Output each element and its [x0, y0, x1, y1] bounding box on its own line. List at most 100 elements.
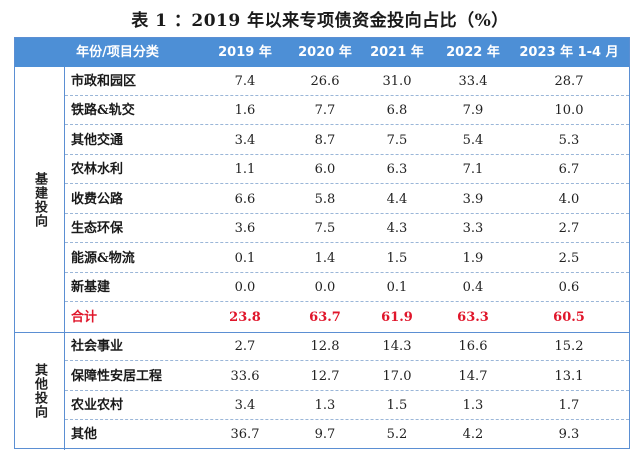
cell-value: 1.9	[462, 250, 484, 266]
cell-value: 33.4	[458, 74, 488, 89]
cell-value: 6.6	[234, 191, 256, 207]
row-category-name: 其他	[71, 427, 98, 443]
table-row: 社会事业 2.7 12.8 14.3 16.6 15.2	[65, 332, 629, 362]
cell-value: 0.4	[462, 280, 484, 296]
header-year-2021: 2021 年	[370, 45, 424, 60]
row-category-name: 农林水利	[71, 162, 124, 178]
cell-value: 1.4	[314, 250, 336, 266]
table-row: 收费公路 6.6 5.8 4.4 3.9 4.0	[65, 185, 629, 214]
header-year-2022: 2022 年	[446, 45, 500, 60]
cell-value: 5.2	[386, 427, 408, 443]
cell-value: 4.4	[386, 191, 408, 207]
group-divider-vertical	[64, 67, 65, 333]
cell-value: 1.7	[558, 397, 580, 413]
table-row: 市政和园区 7.4 26.6 31.0 33.4 28.7	[65, 67, 629, 96]
table-header: 年份/项目分类 2019 年 2020 年 2021 年 2022 年 2023…	[15, 38, 629, 67]
cell-value: 13.1	[554, 368, 584, 384]
cell-value: 3.9	[462, 191, 484, 207]
row-category-name: 新基建	[71, 280, 111, 296]
cell-value: 17.0	[382, 368, 412, 384]
cell-value: 6.8	[386, 103, 408, 119]
cell-value: 4.0	[558, 191, 580, 207]
cell-value: 10.0	[554, 103, 584, 119]
table-row: 其他 36.7 9.7 5.2 4.2 9.3	[65, 420, 629, 449]
cell-value: 1.5	[386, 250, 408, 266]
table-row: 农业农村 3.4 1.3 1.5 1.3 1.7	[65, 391, 629, 420]
group-label-other: 其他投向	[32, 362, 47, 419]
table-row: 铁路&轨交 1.6 7.7 6.8 7.9 10.0	[65, 96, 629, 126]
header-year-2023: 2023 年 1-4 月	[519, 45, 619, 60]
cell-value: 7.7	[314, 103, 336, 119]
cell-value: 33.6	[230, 368, 260, 384]
row-category-name: 农业农村	[71, 397, 124, 413]
cell-value: 23.8	[229, 309, 261, 325]
header-year-2019: 2019 年	[218, 45, 272, 60]
cell-value: 5.8	[314, 191, 336, 207]
cell-value: 0.1	[234, 250, 256, 266]
cell-value: 28.7	[554, 74, 584, 89]
group-divider-vertical	[64, 332, 65, 450]
cell-value: 9.3	[558, 427, 580, 443]
cell-value: 7.1	[462, 162, 484, 178]
cell-value: 2.5	[558, 250, 580, 266]
cell-value: 5.4	[462, 132, 484, 148]
cell-value: 1.5	[386, 397, 408, 413]
table-row: 农林水利 1.1 6.0 6.3 7.1 6.7	[65, 155, 629, 185]
table-row-total: 合计 23.8 63.7 61.9 63.3 60.5	[65, 303, 629, 332]
cell-value: 60.5	[553, 309, 585, 325]
cell-value: 7.4	[234, 74, 256, 89]
table-row: 其他交通 3.4 8.7 7.5 5.4 5.3	[65, 126, 629, 155]
cell-value: 6.7	[558, 162, 580, 178]
row-category-name: 市政和园区	[71, 74, 137, 89]
cell-value: 1.1	[234, 162, 256, 178]
row-category-name: 能源&物流	[71, 250, 135, 266]
cell-value: 1.6	[234, 103, 256, 119]
cell-value: 0.1	[386, 280, 408, 296]
cell-value: 14.3	[382, 339, 412, 355]
cell-value: 3.4	[234, 397, 256, 413]
cell-value: 7.9	[462, 103, 484, 119]
cell-value: 9.7	[314, 427, 336, 443]
cell-value: 31.0	[382, 74, 412, 89]
cell-value: 12.8	[310, 339, 340, 355]
row-category-name: 其他交通	[71, 132, 124, 148]
row-category-name: 合计	[71, 309, 98, 325]
row-category-name: 生态环保	[71, 221, 124, 237]
cell-value: 14.7	[458, 368, 488, 384]
cell-value: 61.9	[381, 309, 413, 325]
table-row: 能源&物流 0.1 1.4 1.5 1.9 2.5	[65, 244, 629, 273]
cell-value: 2.7	[234, 339, 256, 355]
header-category: 年份/项目分类	[76, 45, 159, 60]
cell-value: 3.4	[234, 132, 256, 148]
cell-value: 7.5	[314, 221, 336, 237]
cell-value: 6.3	[386, 162, 408, 178]
investment-share-table: 年份/项目分类 2019 年 2020 年 2021 年 2022 年 2023…	[14, 37, 630, 450]
row-category-name: 保障性安居工程	[71, 368, 163, 384]
cell-value: 3.6	[234, 221, 256, 237]
cell-value: 63.3	[457, 309, 489, 325]
cell-value: 5.3	[558, 132, 580, 148]
cell-value: 63.7	[309, 309, 341, 325]
row-category-name: 社会事业	[71, 339, 124, 355]
cell-value: 4.3	[386, 221, 408, 237]
table-row: 生态环保 3.6 7.5 4.3 3.3 2.7	[65, 214, 629, 244]
cell-value: 2.7	[558, 221, 580, 237]
group-label-infrastructure: 基建投向	[32, 171, 47, 228]
cell-value: 3.3	[462, 221, 484, 237]
table-title: 表 1 ：2019 年以来专项债资金投向占比（%）	[131, 11, 509, 31]
cell-value: 12.7	[310, 368, 340, 384]
row-category-name: 铁路&轨交	[71, 103, 135, 119]
cell-value: 8.7	[314, 132, 336, 148]
cell-value: 1.3	[462, 397, 484, 413]
cell-value: 15.2	[554, 339, 584, 355]
cell-value: 0.6	[558, 280, 580, 296]
table-row: 新基建 0.0 0.0 0.1 0.4 0.6	[65, 273, 629, 303]
row-category-name: 收费公路	[71, 191, 124, 207]
table-row: 保障性安居工程 33.6 12.7 17.0 14.7 13.1	[65, 362, 629, 391]
cell-value: 0.0	[234, 280, 256, 296]
group-separator	[15, 332, 629, 334]
cell-value: 7.5	[386, 132, 408, 148]
header-year-2020: 2020 年	[298, 45, 352, 60]
cell-value: 26.6	[310, 74, 340, 89]
cell-value: 4.2	[462, 427, 484, 443]
